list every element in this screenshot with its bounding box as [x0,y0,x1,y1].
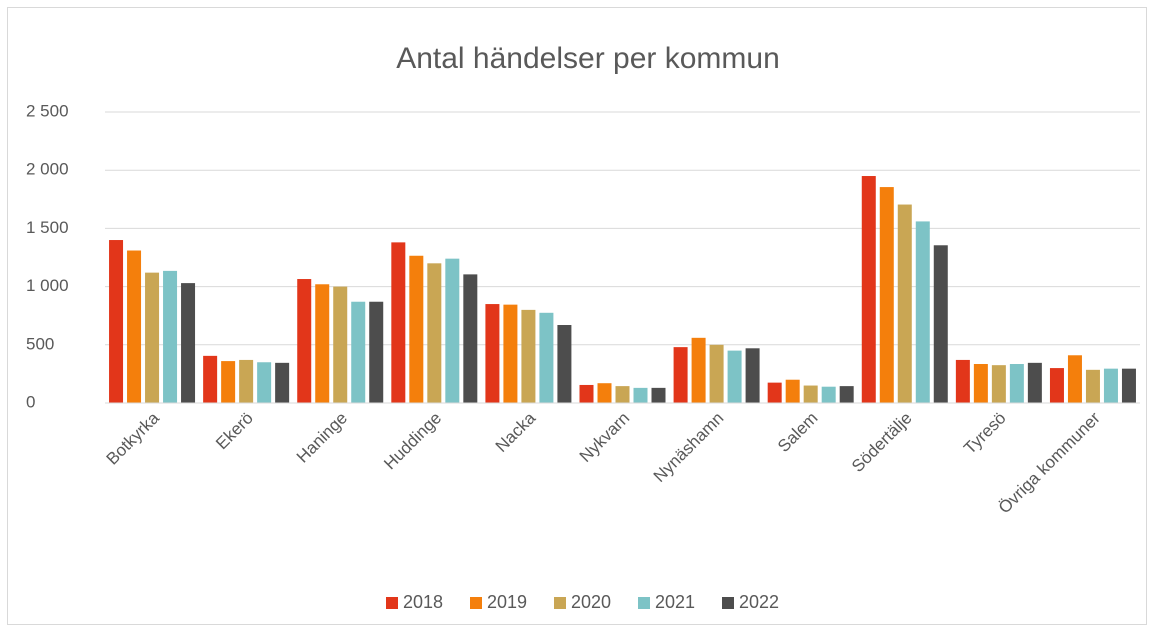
bar [615,386,630,403]
bar [1067,355,1082,403]
y-tick-label: 2 500 [26,101,69,120]
bar [391,242,406,403]
legend-swatch [554,597,566,609]
bar [557,325,572,403]
legend-label: 2022 [739,592,779,612]
y-tick-label: 1 500 [26,218,69,237]
bar [991,365,1006,403]
bar [1009,364,1024,403]
legend-swatch [470,597,482,609]
bar [933,245,948,403]
bar [1103,368,1118,403]
bar [767,382,782,403]
bar [955,359,970,403]
bar [727,350,742,403]
legend-label: 2021 [655,592,695,612]
chart-border [7,7,1147,625]
bar [821,386,836,403]
bar [127,250,142,403]
bar [897,204,912,403]
bar [485,304,500,403]
bar [239,359,254,403]
bar [427,263,442,403]
bar [597,383,612,403]
chart-title: Antal händelser per kommun [396,42,780,75]
bar [145,272,160,403]
bar [333,286,348,403]
legend-label: 2020 [571,592,611,612]
bar [973,364,988,403]
bar [579,384,594,403]
bar [163,270,178,403]
bar [839,386,854,403]
bar [709,344,724,403]
bar [673,347,688,403]
bar [257,362,272,403]
bar [1121,368,1136,403]
bar [1085,369,1100,403]
bar [315,284,330,403]
bar [539,312,554,403]
legend-swatch [386,597,398,609]
y-tick-label: 500 [26,334,54,353]
legend-label: 2019 [487,592,527,612]
bar [409,255,424,403]
bar [1049,368,1064,403]
legend-swatch [638,597,650,609]
bar [445,258,460,403]
y-tick-label: 1 000 [26,276,69,295]
bar [109,240,124,403]
bar [297,279,312,403]
bar [463,274,478,403]
bar [691,337,706,403]
bar [203,355,218,403]
bar [803,385,818,403]
bar [915,221,930,403]
bar [651,387,666,403]
bar [369,301,384,403]
bar [351,301,366,403]
y-tick-label: 2 000 [26,160,69,179]
bar [521,309,536,403]
bar [181,283,196,403]
bar [1027,362,1042,403]
bar [221,361,236,403]
bar [633,387,648,403]
bar [879,187,894,403]
legend-label: 2018 [403,592,443,612]
y-tick-label: 0 [26,392,35,411]
bar [785,379,800,403]
bar [275,362,290,403]
legend-swatch [722,597,734,609]
bar [503,304,518,403]
bar [861,176,876,403]
bar [745,348,760,403]
